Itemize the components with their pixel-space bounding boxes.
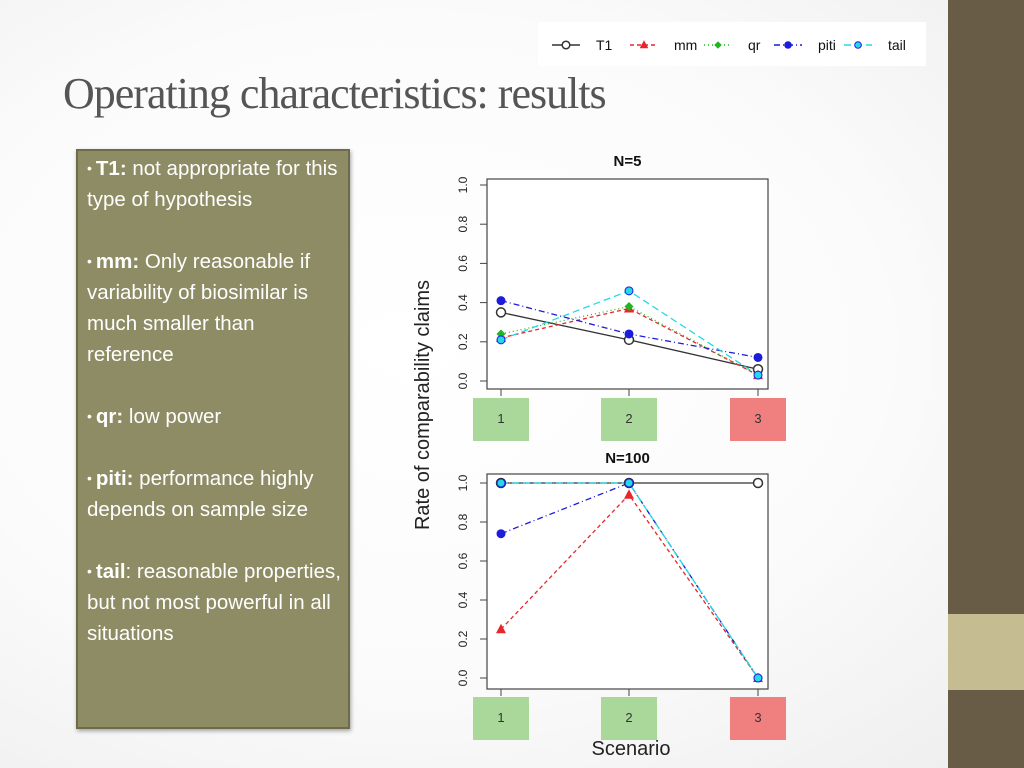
x-tick-label: 1 <box>497 710 504 725</box>
data-point <box>624 478 634 488</box>
data-point <box>496 529 506 539</box>
series-line <box>500 307 759 376</box>
bullet-term: qr: <box>95 405 124 428</box>
y-tick-label: 0.0 <box>456 372 470 389</box>
x-tick-label: 3 <box>754 411 761 426</box>
legend-label: qr <box>748 37 761 53</box>
data-point <box>714 41 722 49</box>
sidebar-decoration-light <box>948 614 1024 690</box>
bullet-text: : reasonable properties, but not most po… <box>87 560 341 645</box>
y-tick-label: 0.8 <box>456 216 470 233</box>
data-point <box>752 477 764 489</box>
data-point <box>624 489 634 499</box>
y-tick-label: 0.4 <box>456 294 470 311</box>
data-point <box>624 329 634 339</box>
y-tick-label: 0.2 <box>456 630 470 647</box>
bullet-term: tail <box>95 560 126 583</box>
category-strip <box>473 398 529 441</box>
bullet-qr: • qr: low power <box>87 401 342 432</box>
bullet-dot-icon: • <box>87 253 92 269</box>
data-point <box>496 623 506 634</box>
bullet-text: not appropriate for this type of hypothe… <box>87 157 338 211</box>
category-strip <box>730 697 786 740</box>
chart-panels: N=5 0.0 0.2 0.4 0.6 0.8 1.0 1 2 3 N=100 0.0 0.2 0.4 0.… <box>456 153 786 740</box>
y-tick-label: 0.6 <box>456 255 470 272</box>
series-line <box>500 305 759 376</box>
data-point <box>784 41 792 49</box>
x-tick-label: 3 <box>754 710 761 725</box>
chart-legend: T1 mm qr piti tail <box>552 37 906 53</box>
y-tick-label: 1.0 <box>456 474 470 491</box>
bullet-term: T1: <box>95 157 127 180</box>
bullet-text: Only reasonable if variability of biosim… <box>87 250 311 366</box>
panel-title: N=100 <box>605 450 650 467</box>
y-tick-label: 0.0 <box>456 669 470 686</box>
data-point <box>624 302 634 312</box>
legend-label: piti <box>818 37 836 53</box>
plot-area <box>486 178 769 390</box>
bullet-text: performance highly depends on sample siz… <box>87 467 314 521</box>
data-point <box>639 40 649 49</box>
category-strip <box>601 697 657 740</box>
y-tick-label: 1.0 <box>456 176 470 193</box>
bullet-text: low power <box>123 405 222 428</box>
bullet-dot-icon: • <box>87 408 92 424</box>
data-point <box>624 286 634 296</box>
y-tick-label: 0.8 <box>456 513 470 530</box>
y-tick-label: 0.2 <box>456 333 470 350</box>
data-point <box>496 335 506 345</box>
category-strip <box>473 697 529 740</box>
bullet-term: piti: <box>95 467 134 490</box>
slide-title: Operating characteristics: results <box>63 69 607 118</box>
x-tick-label: 2 <box>625 710 632 725</box>
chart-xlabel: Scenario <box>592 738 671 760</box>
bullet-dot-icon: • <box>87 160 92 176</box>
y-tick-label: 0.4 <box>456 591 470 608</box>
data-point <box>496 478 506 488</box>
bullet-piti: • piti: performance highly depends on sam… <box>87 463 342 525</box>
category-strip <box>730 398 786 441</box>
bullet-mm: • mm: Only reasonable if variability of b… <box>87 246 342 370</box>
bullet-dot-icon: • <box>87 470 92 486</box>
chart-panel: N=5 0.0 0.2 0.4 0.6 0.8 1.0 1 2 3 <box>456 153 786 441</box>
x-tick-label: 1 <box>497 411 504 426</box>
panel-title: N=5 <box>614 153 642 170</box>
category-strip <box>601 398 657 441</box>
bullet-term: mm: <box>95 250 140 273</box>
chart-ylabel: Rate of comparability claims <box>412 280 434 530</box>
data-point <box>496 296 506 306</box>
legend-label: tail <box>888 37 906 53</box>
bullet-panel: • T1: not appropriate for this type of hy… <box>76 149 350 729</box>
x-tick-label: 2 <box>625 411 632 426</box>
plot-area <box>486 473 769 690</box>
data-point <box>753 352 763 362</box>
data-point <box>495 307 507 318</box>
data-point <box>753 673 763 683</box>
legend-label: mm <box>674 37 697 53</box>
bullet-t1: • T1: not appropriate for this type of hy… <box>87 153 342 215</box>
data-point <box>753 370 763 380</box>
chart-panel: N=100 0.0 0.2 0.4 0.6 0.8 1.0 1 2 3 <box>456 450 786 740</box>
data-point <box>854 41 862 49</box>
legend-label: T1 <box>596 37 613 53</box>
y-tick-label: 0.6 <box>456 552 470 569</box>
bullet-tail: • tail: reasonable properties, but not mo… <box>87 556 342 649</box>
data-point <box>561 40 571 50</box>
bullet-dot-icon: • <box>87 563 92 579</box>
